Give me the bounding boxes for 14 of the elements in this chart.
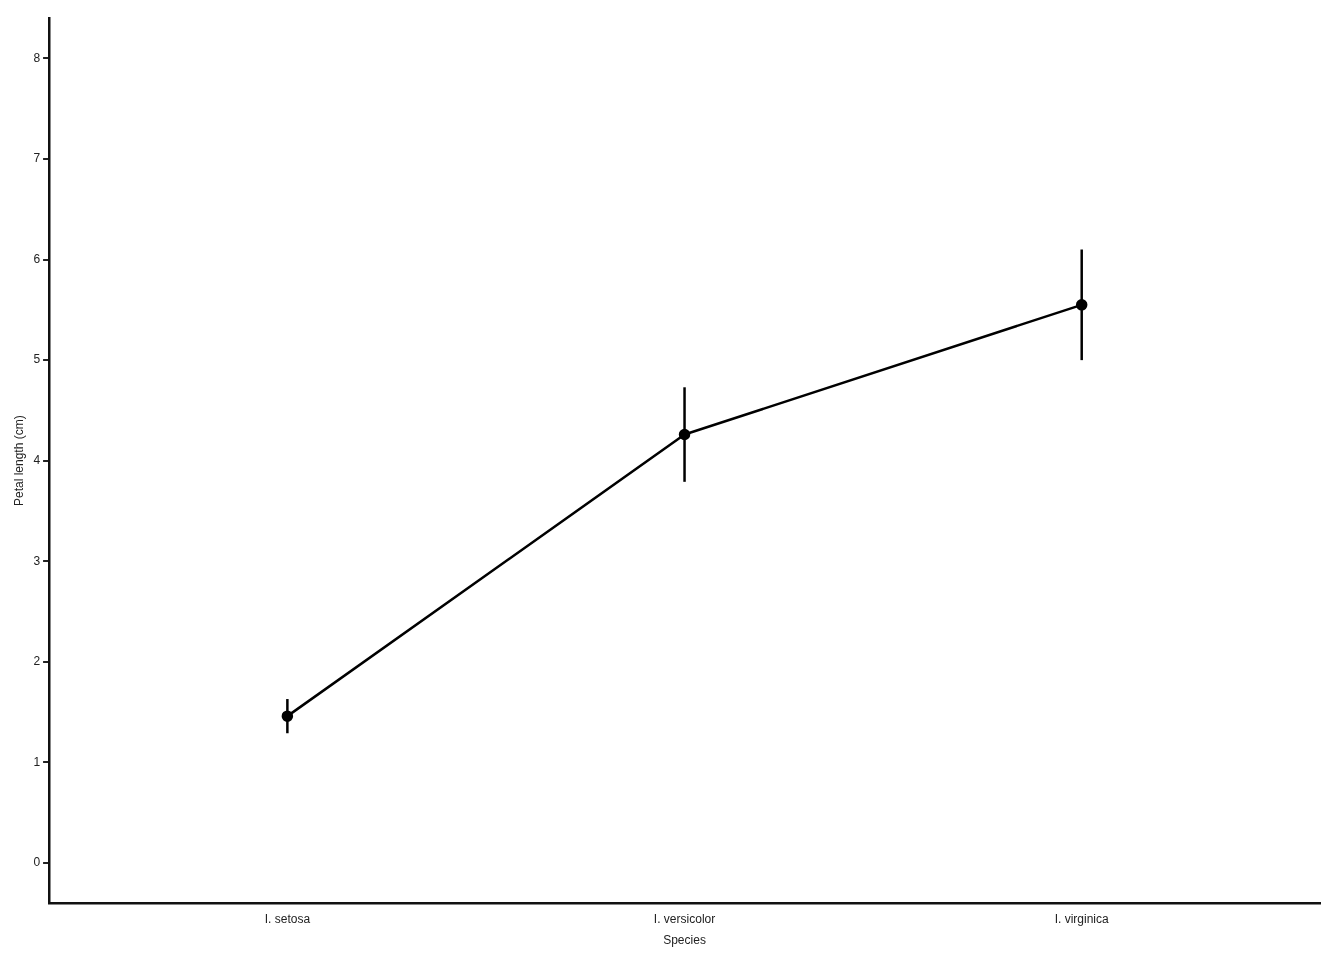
y-tick-label: 4 bbox=[33, 453, 41, 468]
x-axis-title: Species bbox=[663, 933, 706, 948]
y-tick-label: 0 bbox=[33, 855, 41, 870]
x-tick-label: I. setosa bbox=[264, 911, 311, 926]
y-tick-label: 1 bbox=[33, 754, 41, 769]
y-tick-label: 7 bbox=[33, 151, 41, 166]
y-tick-label: 5 bbox=[33, 352, 41, 367]
y-tick-label: 3 bbox=[33, 553, 41, 568]
y-tick-label: 2 bbox=[33, 654, 41, 669]
x-tick-label: I. virginica bbox=[1054, 911, 1110, 926]
y-tick-label: 8 bbox=[33, 50, 41, 65]
y-axis-title: Petal length (cm) bbox=[11, 415, 26, 507]
x-tick-label: I. versicolor bbox=[653, 911, 716, 926]
y-tick-label: 6 bbox=[33, 251, 41, 266]
